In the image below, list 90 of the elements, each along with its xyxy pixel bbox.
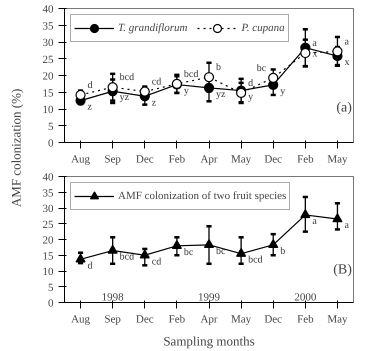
point xyxy=(140,86,150,97)
y-tick-label: 15 xyxy=(42,87,54,100)
legend-label: T. grandiflorum xyxy=(118,22,188,34)
data-label: bc xyxy=(216,246,226,257)
legend-label: AMF colonization of two fruit species xyxy=(118,190,286,202)
y-tick-label: 10 xyxy=(42,266,54,278)
x-tick-label: May xyxy=(231,154,252,166)
data-label: bc xyxy=(184,246,194,258)
y-tick-label: 5 xyxy=(48,120,54,133)
annotation: (a) xyxy=(336,100,352,116)
y-tick-label: 35 xyxy=(42,187,54,200)
point xyxy=(236,248,246,257)
point xyxy=(172,240,182,249)
point xyxy=(300,209,310,218)
point xyxy=(140,249,150,258)
y-axis-title: AMF colonization (%) xyxy=(8,88,24,208)
x-axis-title: Sampling months xyxy=(163,334,255,348)
y-tick-label: 5 xyxy=(48,282,54,294)
y-tick-label: 25 xyxy=(42,218,54,231)
x-tick-label: Aug xyxy=(71,154,91,166)
point xyxy=(268,239,278,248)
x-tick-label: Apr xyxy=(200,314,218,326)
data-label: yz xyxy=(120,92,130,104)
annotation: 2000 xyxy=(294,292,317,304)
x-tick-label: Sep xyxy=(104,154,122,166)
data-label: b xyxy=(280,246,286,257)
x-tick-label: Apr xyxy=(200,154,218,166)
data-label: z xyxy=(88,102,93,113)
data-label: z xyxy=(152,97,157,108)
data-label: x xyxy=(312,48,318,60)
data-label: d xyxy=(88,80,93,91)
annotation: (B) xyxy=(333,262,352,278)
y-tick-label: 10 xyxy=(42,104,54,116)
x-tick-label: May xyxy=(327,314,348,326)
data-label: a xyxy=(312,216,318,227)
point xyxy=(75,90,86,100)
x-tick-label: Sep xyxy=(104,314,122,326)
y-tick-label: 40 xyxy=(42,172,54,184)
y-tick-label: 20 xyxy=(42,70,54,82)
data-label: yz xyxy=(216,88,226,100)
data-label: d xyxy=(248,78,254,89)
y-tick-label: 40 xyxy=(42,4,54,16)
y-tick-label: 35 xyxy=(42,20,54,32)
point xyxy=(75,254,86,263)
x-tick-label: Feb xyxy=(297,154,314,166)
data-label: cd xyxy=(152,256,162,268)
x-tick-label: Feb xyxy=(297,314,314,326)
data-label: a xyxy=(344,36,350,48)
point xyxy=(332,213,343,222)
x-tick-label: Aug xyxy=(71,314,91,326)
point xyxy=(204,239,214,248)
x-tick-label: Dec xyxy=(264,154,282,166)
legend-label: P. cupana xyxy=(241,22,285,34)
x-tick-label: Dec xyxy=(136,314,154,326)
y-tick-label: 20 xyxy=(42,234,54,246)
data-label: x xyxy=(344,57,350,68)
y-tick-label: 30 xyxy=(42,37,54,49)
data-label: bc xyxy=(256,62,267,74)
x-tick-label: May xyxy=(327,154,348,166)
point xyxy=(108,244,118,254)
data-label: a xyxy=(312,38,318,50)
data-label: d xyxy=(88,260,93,272)
y-tick-label: 0 xyxy=(48,138,54,150)
point xyxy=(108,82,118,92)
data-label: y xyxy=(248,92,254,103)
data-label: y xyxy=(184,86,189,97)
data-label: b xyxy=(216,62,221,74)
y-tick-label: 25 xyxy=(42,54,54,66)
data-label: y xyxy=(280,86,286,97)
point xyxy=(268,72,278,83)
x-tick-label: Dec xyxy=(136,154,154,166)
data-label: cd xyxy=(152,76,162,88)
point xyxy=(236,88,246,98)
x-tick-label: Feb xyxy=(168,154,186,166)
y-tick-label: 15 xyxy=(42,250,54,262)
x-tick-label: May xyxy=(231,314,252,326)
data-label: bcd xyxy=(120,72,134,84)
point xyxy=(204,72,214,82)
data-label: bcd xyxy=(120,252,134,263)
x-tick-label: Feb xyxy=(168,314,186,326)
data-label: a xyxy=(344,220,350,232)
y-tick-label: 30 xyxy=(42,203,54,215)
data-label: bcd xyxy=(248,254,263,266)
x-tick-label: Dec xyxy=(264,314,282,326)
annotation: 1998 xyxy=(102,292,124,304)
point xyxy=(300,48,310,58)
y-tick-label: 0 xyxy=(48,298,54,310)
annotation: 1999 xyxy=(198,292,220,304)
point xyxy=(332,46,343,56)
data-label: bcd xyxy=(184,68,198,80)
